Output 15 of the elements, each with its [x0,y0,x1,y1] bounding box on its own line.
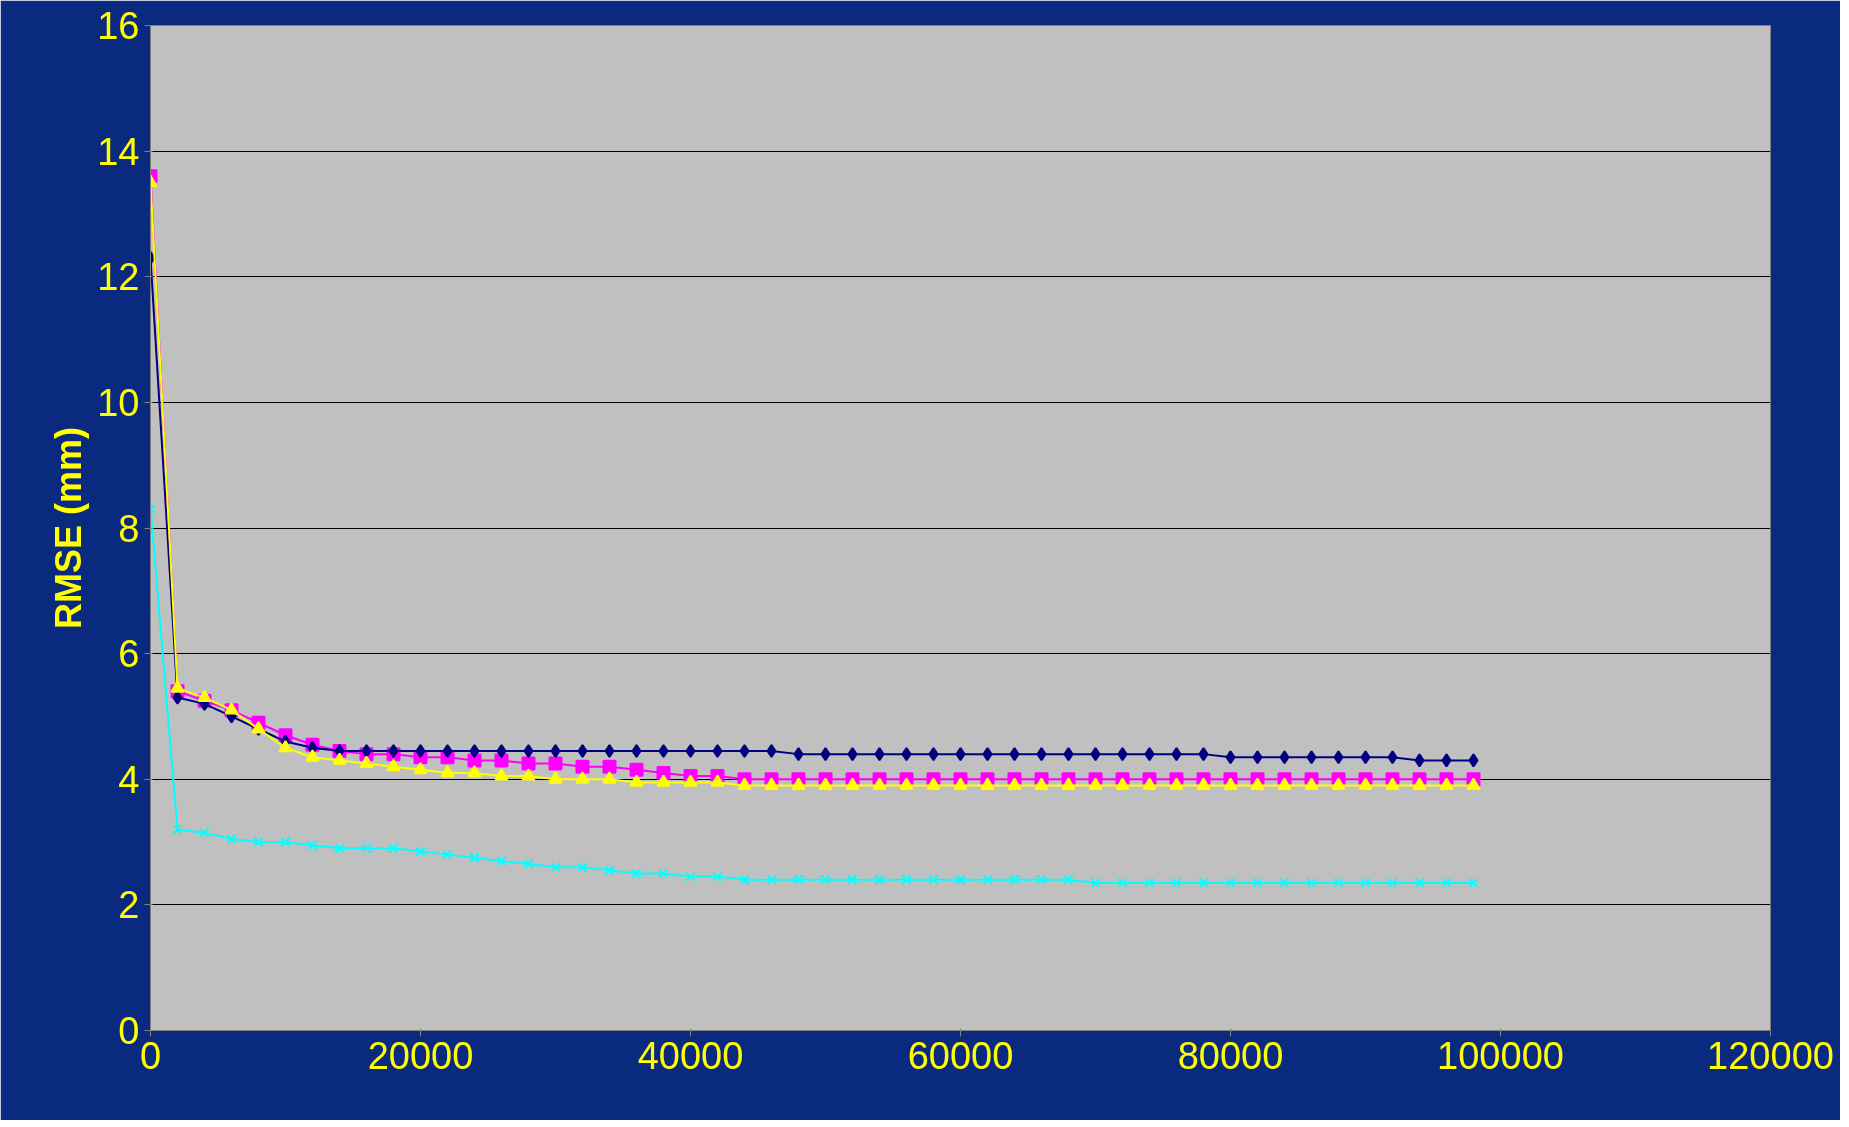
y-tick-label: 12 [97,256,140,299]
x-tick-label: 100000 [1437,1034,1564,1077]
y-tick-label: 8 [118,507,140,550]
y-tick-label: 14 [97,130,140,173]
x-tick-label: 40000 [637,1034,744,1077]
y-tick-label: 16 [97,5,140,47]
y-tick-label: 6 [118,633,140,676]
x-tick-label: 80000 [1177,1034,1284,1077]
y-tick-label: 4 [118,758,140,801]
y-tick-label: 10 [97,381,140,424]
x-tick-label: 60000 [907,1034,1014,1077]
y-axis-title: RMSE (mm) [48,426,90,629]
y-tick-label: 2 [118,884,140,927]
x-tick-label: 120000 [1707,1034,1834,1077]
x-tick-label: 20000 [367,1034,474,1077]
